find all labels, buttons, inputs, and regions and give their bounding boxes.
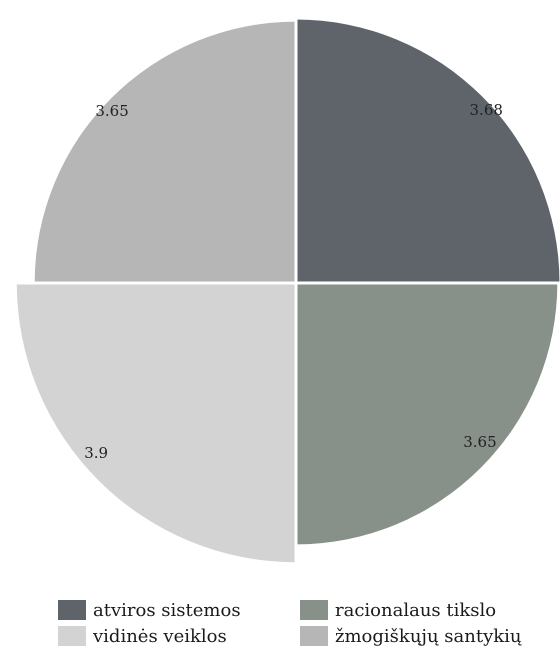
legend-swatch [300,626,328,646]
legend-label: atviros sistemos [93,599,241,621]
legend-item-zmogiskuju-santykiu: žmogiškųjų santykių [300,624,522,648]
legend: atviros sistemos racionalaus tikslo vidi… [0,598,560,648]
legend-swatch [58,600,86,620]
slice-vidinės-veiklos [16,283,296,563]
legend-swatch [300,600,328,620]
legend-label: žmogiškųjų santykių [335,625,522,647]
slice-value-label: 3.9 [84,444,108,462]
legend-item-racionalaus-tikslo: racionalaus tikslo [300,598,496,622]
legend-label: racionalaus tikslo [335,599,497,621]
slice-value-label: 3.65 [463,433,496,451]
slice-value-label: 3.68 [470,101,503,119]
slice-value-label: 3.65 [95,102,128,120]
legend-item-vidines-veiklos: vidinės veiklos [58,624,227,648]
slice-atviros-sistemos [296,19,560,284]
legend-swatch [58,626,86,646]
slice-žmogiškųjų-santykių [34,21,296,283]
legend-item-atviros-sistemos: atviros sistemos [58,598,241,622]
slice-racionalaus-tikslo [296,283,558,545]
legend-label: vidinės veiklos [93,625,227,647]
polar-area-chart: 3.68 3.65 3.9 3.65 [16,19,560,563]
